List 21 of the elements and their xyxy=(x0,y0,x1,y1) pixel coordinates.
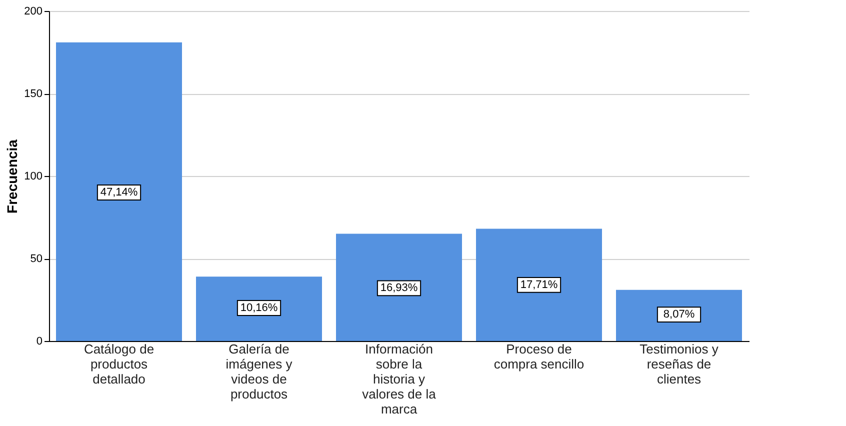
y-axis-title: Frecuencia xyxy=(4,139,20,214)
bar xyxy=(616,290,742,341)
bar xyxy=(336,234,462,341)
y-tick-label: 100 xyxy=(24,170,42,182)
y-tick-label: 0 xyxy=(36,336,42,348)
annotation: 8,07% xyxy=(663,308,695,321)
x-tick-label: Información sobre la historia y valores de la marca xyxy=(362,342,437,416)
x-tick-label: Catálogo de productos detallado xyxy=(84,342,154,386)
x-tick-label: Testimonios y reseñas de clientes xyxy=(640,342,719,386)
bar xyxy=(476,228,602,341)
y-tick-label: 200 xyxy=(24,6,42,18)
annotation: 16,93% xyxy=(380,282,418,294)
annotation: 17,71% xyxy=(520,278,558,291)
x-tick-label: Proceso de compra sencillo xyxy=(494,342,584,372)
bar xyxy=(56,42,182,341)
y-tick-label: 50 xyxy=(30,253,42,265)
annotation: 47,14% xyxy=(100,186,138,198)
y-tick-label: 150 xyxy=(24,88,42,100)
annotation: 10,16% xyxy=(240,302,278,314)
x-tick-label: Galería de imágenes y videos de productos xyxy=(226,342,293,402)
bar xyxy=(196,276,322,341)
